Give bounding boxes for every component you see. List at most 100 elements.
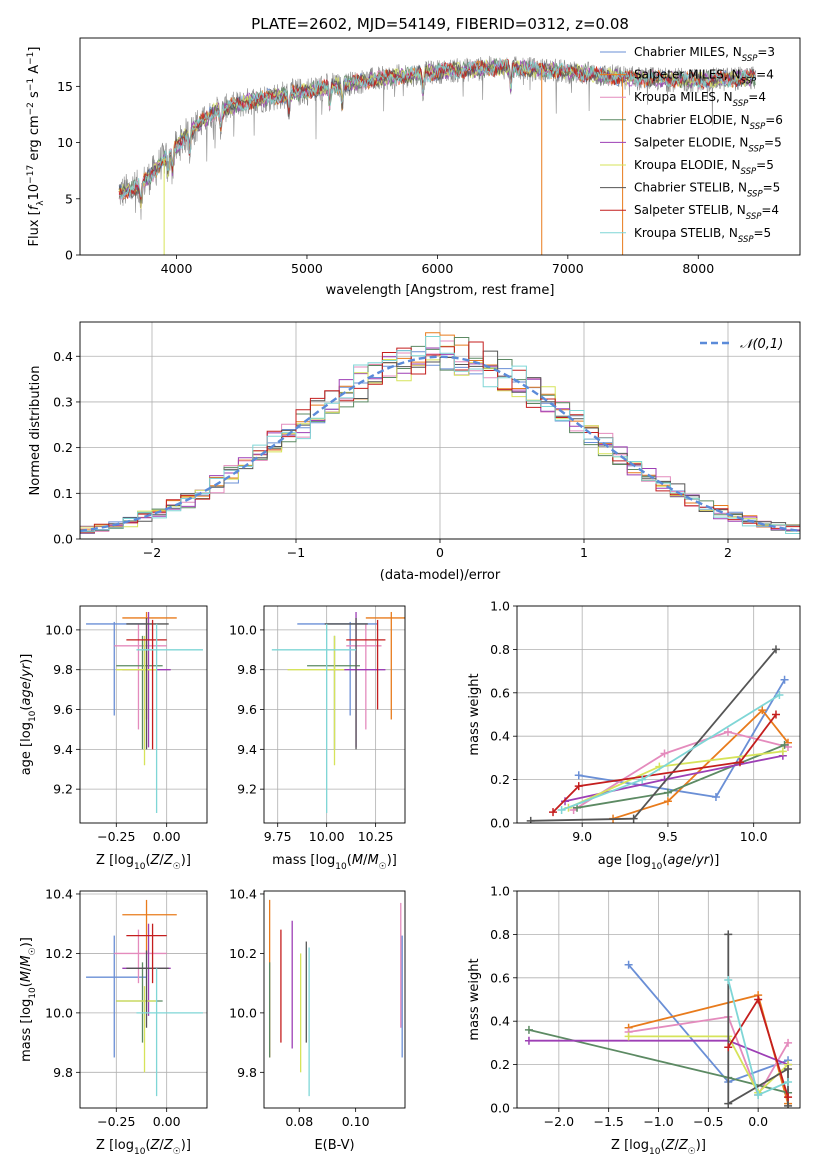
weight-marker: [663, 797, 672, 806]
residuals-axes: −2 −1 0 1 2 0.0 0.1 0.2 0.3 0.4: [53, 321, 801, 560]
x-tick-label: 5000: [291, 261, 323, 276]
error-bar-point: [86, 935, 147, 1058]
legend-entry: Chabrier MILES, NSSP=3: [634, 45, 775, 64]
spectrum-frame: [79, 37, 801, 256]
residuals-ticks: −2 −1 0 1 2 0.0 0.1 0.2 0.3 0.4: [53, 349, 732, 560]
y-tick-label: 0.8: [490, 927, 510, 942]
y-tick-label: 0.8: [490, 642, 510, 657]
spectrum-axes: 4000 5000 6000 7000 8000 0 5 10 15: [57, 37, 801, 276]
error-bar-point: [114, 623, 167, 730]
weight-marker: [724, 1043, 733, 1052]
weight-marker: [561, 797, 570, 806]
weight-marker: [526, 816, 535, 823]
weight-marker: [780, 740, 789, 749]
chart-title: PLATE=2602, MJD=54149, FIBERID=0312, z=0…: [251, 15, 629, 33]
y-tick-label: 9.8: [53, 1065, 73, 1080]
x-tick-label: −2.0: [544, 1114, 574, 1129]
x-tick-label: −0.25: [97, 829, 135, 844]
weight-marker: [557, 805, 566, 814]
x-tick-label: −2: [143, 545, 161, 560]
y-tick-label: 0.2: [53, 440, 73, 455]
residual-histogram: [80, 332, 800, 532]
x-tick-label: 7000: [552, 261, 584, 276]
massweight_vs_Z-frame: [516, 890, 801, 1109]
error-bar-point: [126, 923, 167, 984]
weight-marker: [549, 808, 558, 817]
x-tick-label: −1.0: [643, 1114, 673, 1129]
error-bar-point: [136, 968, 203, 1097]
y-tick-label: 5: [65, 191, 73, 206]
weight-series: [557, 690, 784, 814]
y-tick-label: 0.4: [490, 1014, 510, 1029]
y-tick-label: 0.6: [490, 685, 510, 700]
y-tick-label: 0.0: [490, 816, 510, 831]
y-tick-label: 10.2: [229, 946, 257, 961]
y-tick-label: 1.0: [490, 884, 510, 899]
y-tick-label: 10: [57, 135, 73, 150]
error-bar-point: [126, 950, 169, 1028]
massweight_vs_Z-axes: −2.0 −1.5 −1.0 −0.5 0.0 0.0 0.2 0.4 0.6 0.8 1.0: [490, 884, 801, 1130]
y-tick-label: 0.2: [490, 1057, 510, 1072]
massweight_vs_Z-ticks: −2.0 −1.5 −1.0 −0.5 0.0 0.0 0.2 0.4 0.6 0.8 1.0: [490, 884, 768, 1130]
y-tick-label: 10.0: [229, 1005, 257, 1020]
weight-series: [724, 975, 793, 1099]
weight-marker: [784, 1064, 793, 1073]
weight-marker: [724, 1099, 733, 1108]
weight-marker: [574, 782, 583, 791]
y-tick-label: 0.2: [490, 772, 510, 787]
weight-marker: [754, 995, 763, 1004]
y-axis-label: Normed distribution: [28, 366, 43, 496]
y-axis-label: mass weight: [467, 958, 482, 1040]
x-axis-label: Z [log10(Z/Z☉)]: [611, 1138, 706, 1157]
y-tick-label: 9.4: [53, 742, 73, 757]
y-tick-label: 9.8: [53, 662, 73, 677]
y-tick-label: 0.4: [53, 349, 73, 364]
legend-entry: Chabrier ELODIE, NSSP=6: [634, 113, 783, 132]
legend-entry: 𝒩(0,1): [740, 337, 783, 352]
weight-line: [612, 708, 789, 820]
x-tick-label: 10.00: [309, 829, 345, 844]
weight-marker: [778, 747, 787, 756]
age_vs_mass-ticks: 9.75 10.00 10.25 9.2 9.4 9.6 9.8 10.0: [229, 622, 393, 844]
weight-marker: [723, 727, 732, 736]
age_vs_mass-plot-area: [271, 611, 405, 814]
x-tick-label: −0.5: [693, 1114, 723, 1129]
legend-entry: Salpeter ELODIE, NSSP=5: [634, 135, 782, 154]
weight-line: [628, 1035, 789, 1095]
x-tick-label: 10.0: [740, 829, 768, 844]
legend-entry: Salpeter MILES, NSSP=4: [634, 68, 774, 87]
age_vs_Z-ticks: −0.25 0.00 9.2 9.4 9.6 9.8 10.0: [45, 622, 180, 844]
x-tick-label: 0.0: [748, 1114, 768, 1129]
weight-line: [552, 713, 777, 813]
y-tick-label: 9.6: [53, 702, 73, 717]
y-tick-label: 0.6: [490, 970, 510, 985]
weight-marker: [784, 1093, 793, 1102]
x-axis-label: age [log10(age/yr)]: [598, 853, 720, 872]
error-bar-point: [346, 623, 382, 730]
x-tick-label: 0: [436, 545, 444, 560]
massweight_vs_age-frame: [516, 605, 801, 824]
weight-marker: [624, 1032, 633, 1041]
mass_vs_Z-axes: −0.25 0.00 9.8 10.0 10.2 10.4: [45, 886, 208, 1129]
legend-entry: Salpeter STELIB, NSSP=4: [634, 203, 779, 222]
x-axis-label: mass [log10(M/M☉)]: [272, 853, 397, 872]
y-tick-label: 9.8: [237, 662, 257, 677]
error-bar-point: [126, 619, 167, 750]
x-tick-label: 0.10: [342, 1114, 370, 1129]
x-tick-label: 6000: [421, 261, 453, 276]
weight-marker: [711, 792, 720, 801]
error-bar-point: [116, 635, 163, 750]
x-tick-label: 0.00: [153, 1114, 181, 1129]
residuals-plot-area: [80, 332, 800, 534]
mass_vs_Z-ticks: −0.25 0.00 9.8 10.0 10.2 10.4: [45, 886, 180, 1129]
y-axis-label: mass weight: [467, 673, 482, 755]
spectrum-legend: Chabrier MILES, NSSP=3 Salpeter MILES, NS…: [600, 45, 783, 245]
legend-entry: Kroupa MILES, NSSP=4: [634, 90, 766, 109]
legend-entry: Kroupa STELIB, NSSP=5: [634, 226, 771, 245]
massweight_vs_age-ticks: 9.0 9.5 10.0 0.0 0.2 0.4 0.6 0.8 1.0: [490, 599, 768, 845]
x-axis-label: wavelength [Angstrom, rest frame]: [326, 283, 555, 298]
y-tick-label: 1.0: [490, 599, 510, 614]
y-tick-label: 0: [65, 248, 73, 263]
error-bar-point: [324, 611, 386, 748]
error-bar-point: [136, 623, 203, 814]
